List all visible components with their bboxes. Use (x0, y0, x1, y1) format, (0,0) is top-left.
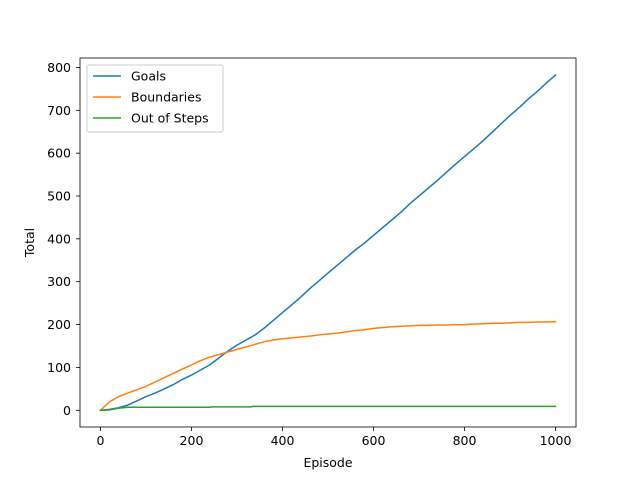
series-line-boundaries (99, 320, 557, 412)
series-layer (99, 74, 557, 412)
plot-frame (79, 57, 577, 428)
legend-box (86, 64, 224, 133)
y-tick-label: 400 (47, 231, 71, 246)
x-axis-title: Episode (303, 455, 352, 470)
x-tick-label: 200 (180, 433, 204, 448)
legend-label: Out of Steps (131, 111, 209, 126)
y-tick-label: 700 (47, 103, 71, 118)
series-line-out-of-steps (99, 405, 557, 412)
y-tick-label: 100 (47, 360, 71, 375)
y-tick-label: 800 (47, 60, 71, 75)
y-tick-label: 0 (63, 403, 71, 418)
y-tick-label: 200 (47, 317, 71, 332)
legend-label: Boundaries (131, 90, 201, 105)
legend-items: Goals Boundaries Out of Steps (93, 69, 209, 126)
x-tick-label: 800 (453, 433, 477, 448)
y-axis-title: Total (22, 228, 37, 258)
y-tick-label: 300 (47, 274, 71, 289)
legend-label: Goals (131, 69, 166, 84)
x-tick-label: 1000 (540, 433, 572, 448)
y-tick-label: 600 (47, 146, 71, 161)
x-tick-label: 400 (271, 433, 295, 448)
legend: Goals Boundaries Out of Steps (86, 64, 224, 133)
y-axis-ticks: 0 100 200 300 400 500 600 700 800 (47, 60, 80, 418)
x-tick-label: 600 (362, 433, 386, 448)
series-line-goals (99, 74, 557, 412)
x-tick-label: 0 (97, 433, 105, 448)
y-tick-label: 500 (47, 189, 71, 204)
x-axis-ticks: 0 200 400 600 800 1000 (97, 427, 572, 448)
